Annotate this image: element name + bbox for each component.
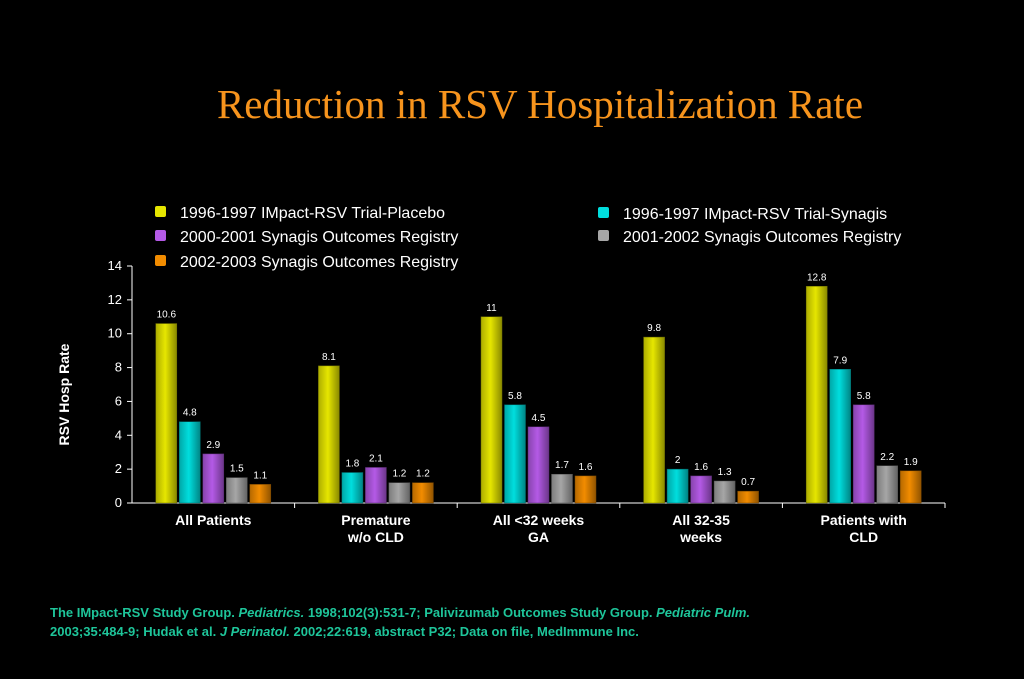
category-label-premature-line2: w/o CLD xyxy=(347,529,404,545)
bar-all-32-35-series-0 xyxy=(643,336,665,504)
bar-all-32-weeks-series-3 xyxy=(551,473,573,504)
bar-all-patients-series-1 xyxy=(179,421,201,504)
chart-title: Reduction in RSV Hospitalization Rate xyxy=(216,81,864,127)
bar-all-32-weeks-series-2 xyxy=(527,426,550,504)
bar-all-32-35-series-3 xyxy=(713,480,736,504)
bar-premature-series-4 xyxy=(412,482,434,504)
category-label-all-32-weeks-line2: GA xyxy=(528,529,549,545)
bar-all-32-35-series-2 xyxy=(690,475,712,504)
data-label-all-32-weeks-series-1: 5.8 xyxy=(508,391,522,402)
data-label-premature-series-2: 2.1 xyxy=(369,453,383,464)
bar-patients-with-series-3 xyxy=(876,465,898,504)
category-label-patients-with-line2: CLD xyxy=(849,529,878,545)
legend-label-registry-2001: 2001-2002 Synagis Outcomes Registry xyxy=(623,229,902,246)
bar-all-patients-series-4 xyxy=(249,484,272,504)
data-label-all-patients-series-4: 1.1 xyxy=(253,470,267,481)
bar-all-patients-series-0 xyxy=(155,323,178,504)
category-label-all-32-weeks: All <32 weeks xyxy=(493,512,585,528)
data-label-all-patients-series-3: 1.5 xyxy=(230,464,244,475)
legend-swatch-synagis-1996 xyxy=(598,207,609,218)
bar-patients-with-series-1 xyxy=(829,369,851,504)
data-label-all-32-weeks-series-4: 1.6 xyxy=(579,462,593,473)
bar-premature-series-1 xyxy=(341,472,364,504)
data-label-premature-series-0: 8.1 xyxy=(322,352,336,363)
footnote-part4: 2002;22:619, abstract P32; Data on file,… xyxy=(289,624,639,639)
bar-patients-with-series-4 xyxy=(899,470,922,504)
y-tick-label-6: 6 xyxy=(115,393,122,408)
category-label-all-patients: All Patients xyxy=(175,512,251,528)
bar-all-32-weeks-series-0 xyxy=(480,316,503,504)
bar-all-32-35-series-1 xyxy=(666,468,689,504)
bar-all-32-weeks-series-1 xyxy=(504,404,526,504)
y-tick-label-12: 12 xyxy=(108,292,122,307)
legend-label-placebo-1996: 1996-1997 IMpact-RSV Trial-Placebo xyxy=(180,205,446,222)
data-label-all-patients-series-1: 4.8 xyxy=(183,408,197,419)
footnote: The IMpact-RSV Study Group. Pediatrics. … xyxy=(50,603,950,641)
y-tick-label-4: 4 xyxy=(115,427,122,442)
legend-item-synagis-1996: 1996-1997 IMpact-RSV Trial-Synagis xyxy=(598,205,887,225)
data-label-all-32-weeks-series-3: 1.7 xyxy=(555,460,569,471)
bar-premature-series-2 xyxy=(365,467,387,504)
bar-all-patients-series-3 xyxy=(226,477,248,504)
category-label-all-32-35: All 32-35 xyxy=(672,512,730,528)
data-label-premature-series-4: 1.2 xyxy=(416,469,430,480)
footnote-journal1: Pediatrics. xyxy=(238,605,305,620)
data-label-patients-with-series-4: 1.9 xyxy=(904,457,918,468)
category-label-premature: Premature xyxy=(341,512,410,528)
bar-all-32-35-series-4 xyxy=(737,490,759,504)
legend-swatch-registry-2002 xyxy=(155,255,166,266)
data-label-patients-with-series-1: 7.9 xyxy=(833,355,847,366)
data-label-all-patients-series-2: 2.9 xyxy=(206,440,220,451)
legend-item-registry-2001: 2001-2002 Synagis Outcomes Registry xyxy=(598,228,901,248)
legend-swatch-placebo-1996 xyxy=(155,206,166,217)
legend-swatch-registry-2000 xyxy=(155,230,166,241)
footnote-journal2: Pediatric Pulm. xyxy=(656,605,751,620)
y-axis-label: RSV Hosp Rate xyxy=(56,343,72,445)
category-label-patients-with: Patients with xyxy=(821,512,907,528)
y-tick-label-2: 2 xyxy=(115,461,122,476)
bar-premature-series-3 xyxy=(388,482,411,504)
data-label-patients-with-series-0: 12.8 xyxy=(807,272,827,283)
legend-label-registry-2002: 2002-2003 Synagis Outcomes Registry xyxy=(180,254,459,271)
category-label-all-32-35-line2: weeks xyxy=(679,529,722,545)
bar-premature-series-0 xyxy=(318,365,340,504)
data-label-patients-with-series-2: 5.8 xyxy=(857,391,871,402)
y-tick-label-8: 8 xyxy=(115,360,122,375)
legend-item-registry-2000: 2000-2001 Synagis Outcomes Registry xyxy=(155,228,458,248)
bar-all-32-weeks-series-4 xyxy=(574,475,597,504)
data-label-all-32-weeks-series-0: 11 xyxy=(486,303,497,314)
data-label-premature-series-3: 1.2 xyxy=(392,469,406,480)
footnote-part2: 1998;102(3):531-7; Palivizumab Outcomes … xyxy=(304,605,657,620)
data-label-all-patients-series-0: 10.6 xyxy=(157,310,177,321)
data-label-premature-series-1: 1.8 xyxy=(345,459,359,470)
legend-item-registry-2002: 2002-2003 Synagis Outcomes Registry xyxy=(155,253,458,273)
data-label-all-32-35-series-2: 1.6 xyxy=(694,462,708,473)
bar-patients-with-series-0 xyxy=(805,286,828,504)
bar-patients-with-series-2 xyxy=(852,404,875,504)
legend-item-placebo-1996: 1996-1997 IMpact-RSV Trial-Placebo xyxy=(155,204,445,224)
data-label-patients-with-series-3: 2.2 xyxy=(880,452,894,463)
footnote-journal3: J Perinatol. xyxy=(219,624,290,639)
footnote-part1: The IMpact-RSV Study Group. xyxy=(50,605,239,620)
y-tick-label-14: 14 xyxy=(108,258,122,273)
data-label-all-32-35-series-3: 1.3 xyxy=(718,467,732,478)
data-label-all-32-weeks-series-2: 4.5 xyxy=(532,413,546,424)
legend-swatch-registry-2001 xyxy=(598,230,609,241)
data-label-all-32-35-series-1: 2 xyxy=(675,455,681,466)
data-label-all-32-35-series-4: 0.7 xyxy=(741,477,755,488)
y-tick-label-0: 0 xyxy=(115,495,122,510)
legend-label-registry-2000: 2000-2001 Synagis Outcomes Registry xyxy=(180,229,459,246)
y-tick-label-10: 10 xyxy=(108,326,122,341)
data-label-all-32-35-series-0: 9.8 xyxy=(647,323,661,334)
footnote-part3: 2003;35:484-9; Hudak et al. xyxy=(50,624,220,639)
legend-label-synagis-1996: 1996-1997 IMpact-RSV Trial-Synagis xyxy=(623,206,888,223)
bar-all-patients-series-2 xyxy=(202,453,225,504)
